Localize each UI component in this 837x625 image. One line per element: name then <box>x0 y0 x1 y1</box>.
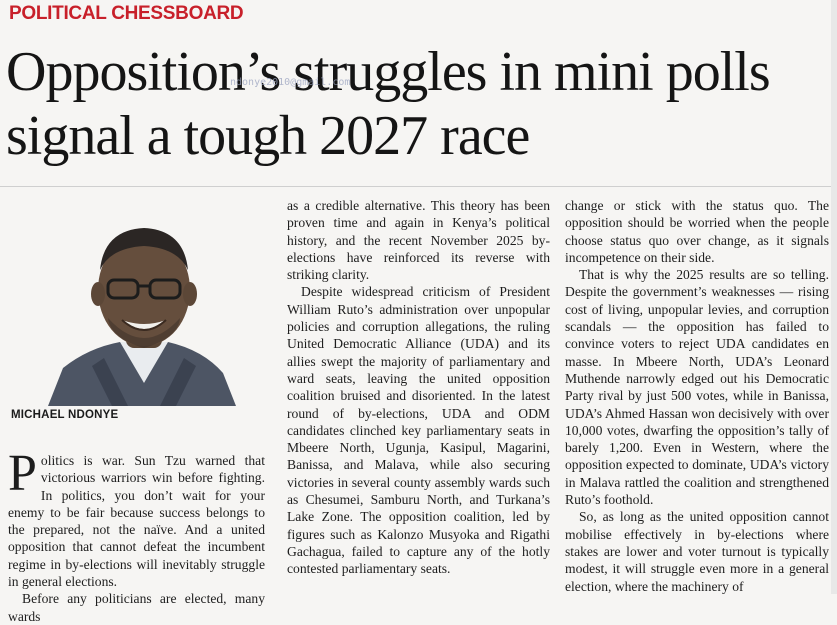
column3-paragraph-1: change or stick with the status quo. The… <box>565 198 829 265</box>
author-byline: MICHAEL NDONYE <box>11 409 119 421</box>
column2-paragraph-1: as a credible alternative. This theory h… <box>287 198 550 283</box>
page-edge-shadow <box>831 0 837 594</box>
article-column-3: change or stick with the status quo. The… <box>565 197 829 595</box>
author-portrait-illustration <box>48 228 236 406</box>
column1-paragraph-1-text: olitics is war. Sun Tzu warned that vict… <box>8 453 265 590</box>
column3-paragraph-2: That is why the 2025 results are so tell… <box>565 267 829 508</box>
article-column-2: as a credible alternative. This theory h… <box>287 197 550 578</box>
section-kicker: POLITICAL CHESSBOARD <box>9 3 244 24</box>
email-watermark: ndonye2010@gmail.com <box>230 77 351 88</box>
article-headline: Opposition’s struggles in mini polls sig… <box>6 41 771 167</box>
column3-paragraph-3: So, as long as the united opposition can… <box>565 509 829 594</box>
column2-paragraph-2: Despite widespread criticism of Presiden… <box>287 284 550 577</box>
column1-paragraph-2: Before any politicians are elected, many… <box>8 591 265 624</box>
header-divider <box>0 186 837 187</box>
author-photo <box>8 208 263 406</box>
drop-cap: P <box>8 445 37 502</box>
